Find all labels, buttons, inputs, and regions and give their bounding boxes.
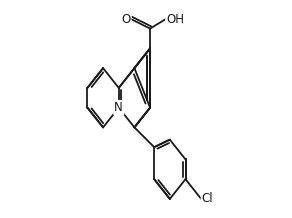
Text: O: O	[121, 13, 130, 26]
Text: Cl: Cl	[202, 192, 213, 205]
Text: N: N	[114, 101, 123, 114]
Text: OH: OH	[166, 13, 185, 26]
